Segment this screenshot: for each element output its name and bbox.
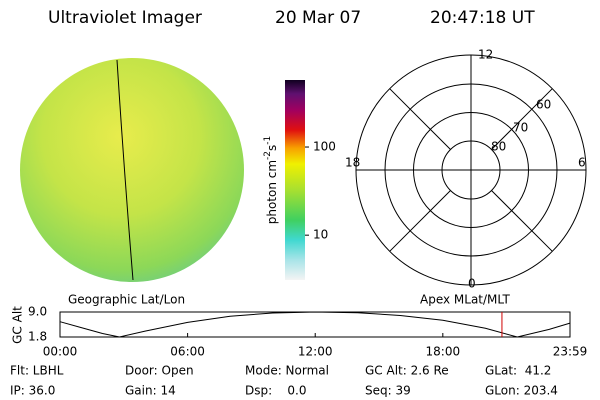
altitude-curve: [59, 311, 571, 338]
lat-label: 60: [536, 98, 551, 112]
colorbar: [285, 80, 305, 280]
date: 20 Mar 07: [275, 8, 361, 28]
meridian-line: [116, 59, 134, 281]
info-field: Mode: Normal: [245, 364, 329, 378]
timeline-left-title: Geographic Lat/Lon: [68, 293, 185, 307]
time: 20:47:18 UT: [430, 8, 535, 28]
x-tick-label: 00:00: [43, 345, 78, 359]
y-tick-label: 1.8: [28, 330, 47, 344]
x-tick-label: 12:00: [298, 345, 333, 359]
colorbar-tick-label: 10: [313, 228, 328, 242]
mlt-label: 12: [478, 48, 493, 62]
info-field: Gain: 14: [125, 384, 176, 398]
info-field: Door: Open: [125, 364, 194, 378]
lat-label: 80: [491, 140, 506, 154]
info-field: Seq: 39: [365, 384, 411, 398]
info-field: IP: 36.0: [10, 384, 55, 398]
info-field: Dsp: 0.0: [245, 384, 307, 398]
timeline-right-title: Apex MLat/MLT: [420, 293, 510, 307]
x-tick-label: 18:00: [426, 345, 461, 359]
colorbar-label: photon cm-2s-1: [263, 136, 279, 225]
x-tick-label: 06:00: [170, 345, 205, 359]
info-field: GLon: 203.4: [485, 384, 558, 398]
x-tick-label: 23:59: [553, 345, 588, 359]
mlt-label: 18: [345, 156, 360, 170]
auroral-image: [20, 58, 244, 282]
timeline-ylabel: GC Alt: [11, 306, 25, 344]
lat-label: 70: [513, 121, 528, 135]
mlt-label: 6: [578, 156, 586, 170]
instrument: Ultraviolet Imager: [48, 8, 202, 28]
info-field: GC Alt: 2.6 Re: [365, 364, 449, 378]
info-field: GLat: 41.2: [485, 364, 551, 378]
colorbar-tick-label: 100: [313, 140, 336, 154]
polar-grid: [355, 54, 587, 286]
mlt-label: 0: [468, 277, 476, 291]
y-tick-label: 9.0: [28, 305, 47, 319]
info-field: Flt: LBHL: [10, 364, 64, 378]
